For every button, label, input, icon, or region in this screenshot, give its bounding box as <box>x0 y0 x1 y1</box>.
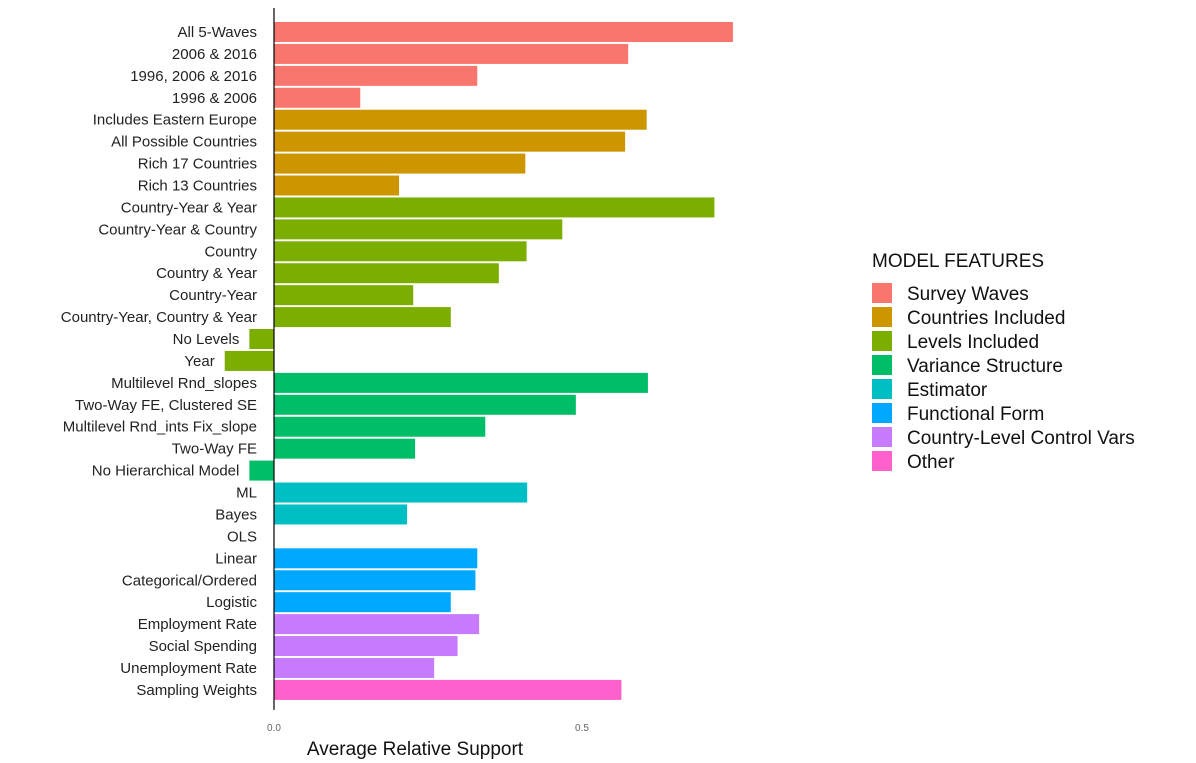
legend-swatch-countries-included <box>872 307 892 327</box>
category-label: No Hierarchical Model <box>92 463 240 480</box>
category-label: Rich 17 Countries <box>138 156 257 173</box>
category-label: Country-Year & Country <box>98 221 257 238</box>
legend-label-countries-included: Countries Included <box>907 308 1065 329</box>
x-tick-label: 0.0 <box>267 723 281 734</box>
bar-1996-2006 <box>274 87 361 108</box>
category-label: All Possible Countries <box>111 134 257 151</box>
bars-layer <box>224 22 733 700</box>
category-label: Country-Year, Country & Year <box>61 309 257 326</box>
bar-country <box>274 241 527 262</box>
legend-label-functional-form: Functional Form <box>907 404 1044 425</box>
legend: MODEL FEATURES Survey Waves Countries Inc… <box>872 251 1135 473</box>
category-label: Two-Way FE <box>172 441 257 458</box>
category-label: 2006 & 2016 <box>172 46 257 63</box>
category-label: Bayes <box>215 506 257 523</box>
bar-multilevel-rnd-slopes <box>274 372 648 393</box>
bar-all-possible-countries <box>274 131 626 152</box>
category-label: Country & Year <box>156 265 257 282</box>
legend-swatch-other <box>872 451 892 471</box>
legend-label-levels-included: Levels Included <box>907 332 1039 353</box>
category-label: OLS <box>227 528 257 545</box>
category-labels: All 5-Waves 2006 & 2016 1996, 2006 & 2016 1… <box>61 24 258 699</box>
category-label: Social Spending <box>149 638 257 655</box>
bar-country-year <box>274 263 499 284</box>
x-tick-label: 0.5 <box>575 723 589 734</box>
bar-logistic <box>274 592 451 613</box>
bar-sampling-weights <box>274 679 622 700</box>
bar-1996-2006-2016 <box>274 65 478 86</box>
category-label: Employment Rate <box>138 616 257 633</box>
category-label: 1996, 2006 & 2016 <box>130 68 257 85</box>
category-label: Year <box>184 353 214 370</box>
category-label: Two-Way FE, Clustered SE <box>75 397 257 414</box>
category-label: Linear <box>215 550 257 567</box>
category-label: No Levels <box>173 331 240 348</box>
bar-bayes <box>274 504 408 525</box>
category-label: Country-Year & Year <box>121 199 257 216</box>
plot-area: All 5-Waves 2006 & 2016 1996, 2006 & 2016 1… <box>61 8 733 734</box>
legend-label-estimator: Estimator <box>907 380 988 401</box>
x-axis-title: Average Relative Support <box>307 739 524 760</box>
legend-swatch-survey-waves <box>872 283 892 303</box>
bar-ml <box>274 482 528 503</box>
bar-rich-13-countries <box>274 175 400 196</box>
bar-country-year-country <box>274 219 563 240</box>
bar-all-5-waves <box>274 22 733 42</box>
category-label: Includes Eastern Europe <box>93 112 257 129</box>
bar-social-spending <box>274 636 458 657</box>
category-label: 1996 & 2006 <box>172 90 257 107</box>
category-label: Country <box>204 243 257 260</box>
bar-multilevel-rnd-ints-fix-slope <box>274 416 486 437</box>
bar-unemployment-rate <box>274 657 435 678</box>
bar-employment-rate <box>274 614 480 635</box>
legend-swatch-variance-structure <box>872 355 892 375</box>
category-label: ML <box>236 485 257 502</box>
category-label: Multilevel Rnd_ints Fix_slope <box>63 419 257 436</box>
legend-swatch-country-level-control-vars <box>872 427 892 447</box>
legend-swatch-estimator <box>872 379 892 399</box>
category-label: Multilevel Rnd_slopes <box>111 375 257 392</box>
category-label: Country-Year <box>169 287 257 304</box>
bar-two-way-fe-clustered-se <box>274 394 576 415</box>
legend-items: Survey Waves Countries Included Levels Inc… <box>872 283 1135 473</box>
bar-country-year-year <box>274 197 715 218</box>
bar-linear <box>274 548 478 569</box>
legend-label-survey-waves: Survey Waves <box>907 284 1029 305</box>
bar-country-year <box>274 285 414 306</box>
bar-two-way-fe <box>274 438 416 459</box>
bar-rich-17-countries <box>274 153 526 174</box>
legend-label-country-level-control-vars: Country-Level Control Vars <box>907 428 1135 449</box>
legend-label-variance-structure: Variance Structure <box>907 356 1063 377</box>
category-label: Rich 13 Countries <box>138 178 257 195</box>
category-label: All 5-Waves <box>178 24 257 41</box>
x-tick-labels: 0.0 0.5 <box>267 723 589 734</box>
category-label: Unemployment Rate <box>120 660 257 677</box>
bar-includes-eastern-europe <box>274 109 647 130</box>
bar-2006-2016 <box>274 43 629 64</box>
bar-year <box>224 350 274 371</box>
bar-categorical-ordered <box>274 570 476 591</box>
category-label: Logistic <box>206 594 257 611</box>
legend-title: MODEL FEATURES <box>872 251 1044 272</box>
bar-country-year-country-year <box>274 307 451 328</box>
category-label: Sampling Weights <box>136 682 257 699</box>
legend-swatch-functional-form <box>872 403 892 423</box>
legend-label-other: Other <box>907 452 955 473</box>
legend-swatch-levels-included <box>872 331 892 351</box>
bar-no-levels <box>249 329 274 350</box>
category-label: Categorical/Ordered <box>122 572 257 589</box>
bar-no-hierarchical-model <box>249 460 274 481</box>
